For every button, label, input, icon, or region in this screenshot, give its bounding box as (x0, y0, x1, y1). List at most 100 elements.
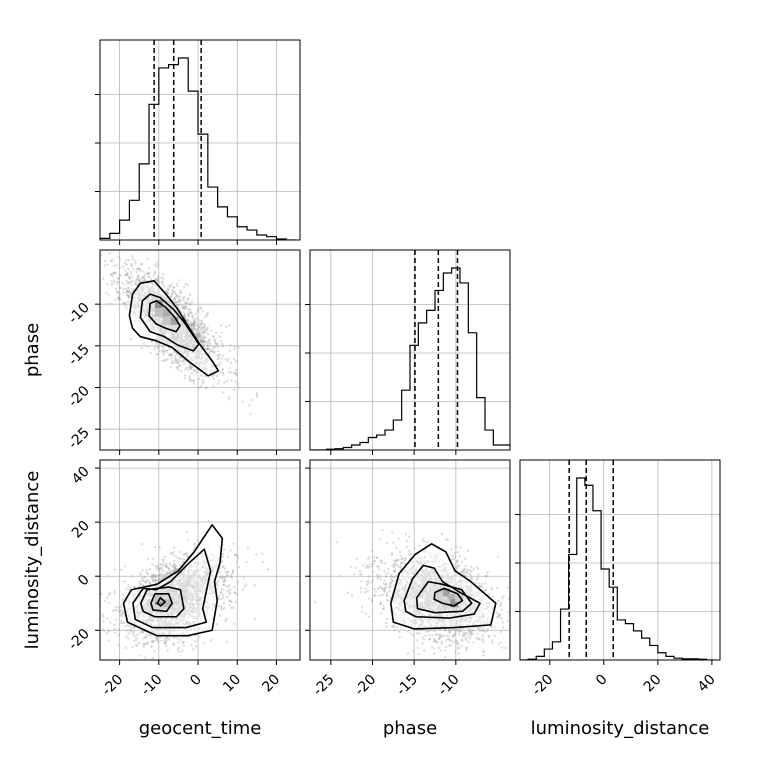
scatter-point (157, 567, 161, 571)
scatter-point (137, 267, 140, 271)
scatter-point (200, 319, 204, 323)
scatter-point (165, 566, 168, 569)
scatter-point (141, 583, 145, 587)
scatter-point (199, 335, 202, 339)
scatter-point (173, 297, 177, 301)
contour-level-5 (156, 597, 166, 607)
scatter-point (130, 283, 134, 287)
scatter-point (215, 375, 219, 378)
scatter-point (219, 340, 223, 343)
scatter-point (112, 271, 115, 275)
scatter-point (148, 633, 151, 637)
scatter-point (118, 610, 121, 614)
scatter-point (126, 623, 130, 627)
scatter-point (170, 353, 173, 357)
scatter-point (234, 380, 237, 383)
scatter-point (175, 564, 178, 568)
scatter-point (181, 641, 185, 645)
scatter-point (140, 346, 144, 350)
scatter-point (201, 382, 204, 385)
scatter-point (178, 660, 180, 662)
x-tick-label: 40 (695, 672, 719, 696)
scatter-point (191, 329, 194, 332)
scatter-point (145, 571, 148, 575)
scatter-point (113, 279, 116, 283)
scatter-point (199, 307, 203, 310)
scatter-point (208, 350, 212, 353)
scatter-point (229, 344, 232, 347)
scatter-point (123, 274, 127, 277)
scatter-point (191, 322, 195, 326)
scatter-point (168, 567, 171, 571)
scatter-point (184, 367, 187, 371)
scatter-point (177, 279, 181, 282)
scatter-point (177, 368, 180, 371)
scatter-point (171, 290, 175, 293)
scatter-point (155, 637, 158, 640)
scatter-point (125, 290, 129, 293)
scatter-point (179, 557, 183, 561)
scatter-point (96, 260, 98, 262)
scatter-point (107, 629, 110, 632)
scatter-point (150, 644, 153, 648)
scatter-point (108, 591, 112, 595)
scatter-point (105, 574, 109, 578)
scatter-point (434, 639, 438, 642)
scatter-point (173, 566, 176, 569)
scatter-point (166, 288, 169, 292)
scatter-point (156, 279, 160, 282)
scatter-point (266, 568, 270, 571)
scatter-point (196, 316, 199, 320)
scatter-point (155, 639, 159, 642)
scatter-point (151, 573, 154, 576)
scatter-point (153, 271, 157, 275)
scatter-point (168, 636, 171, 639)
scatter-point (103, 264, 107, 267)
scatter-point (141, 275, 145, 279)
scatter-point (228, 589, 231, 592)
scatter-point (151, 640, 154, 644)
scatter-point (179, 303, 182, 307)
scatter-point (215, 343, 219, 346)
scatter-point (173, 564, 177, 567)
scatter-point (154, 574, 157, 577)
scatter-point (187, 312, 190, 315)
scatter-point (121, 265, 125, 268)
scatter-point (103, 259, 107, 263)
scatter-point (193, 317, 197, 321)
scatter-point (195, 324, 199, 327)
scatter-point (182, 560, 185, 563)
scatter-point (122, 621, 125, 625)
scatter-point (228, 599, 231, 603)
scatter-point (166, 287, 170, 290)
scatter-point (156, 278, 160, 282)
scatter-point (212, 373, 215, 377)
scatter-point (163, 573, 167, 577)
scatter-point (129, 270, 132, 274)
scatter-point (165, 644, 168, 648)
scatter-point (131, 276, 134, 279)
scatter-panel-geocent_time-phase (100, 250, 300, 450)
scatter-point (178, 295, 182, 298)
scatter-point (164, 639, 168, 642)
scatter-point (162, 350, 165, 353)
scatter-point (192, 322, 196, 325)
y-tick-label: -15 (65, 341, 92, 368)
scatter-point (210, 329, 213, 333)
scatter-point (127, 267, 130, 271)
scatter-point (108, 252, 112, 255)
panel-background (100, 40, 300, 240)
scatter-point (220, 577, 224, 580)
scatter-point (122, 287, 125, 291)
scatter-point (195, 330, 198, 334)
scatter-point (210, 374, 214, 378)
scatter-point (174, 566, 177, 570)
scatter-point (176, 305, 180, 308)
scatter-point (159, 563, 163, 566)
scatter-point (187, 308, 190, 311)
scatter-point (153, 639, 156, 643)
scatter-point (145, 579, 148, 582)
scatter-point (161, 661, 163, 663)
scatter-point (229, 599, 232, 602)
scatter-point (106, 617, 109, 620)
